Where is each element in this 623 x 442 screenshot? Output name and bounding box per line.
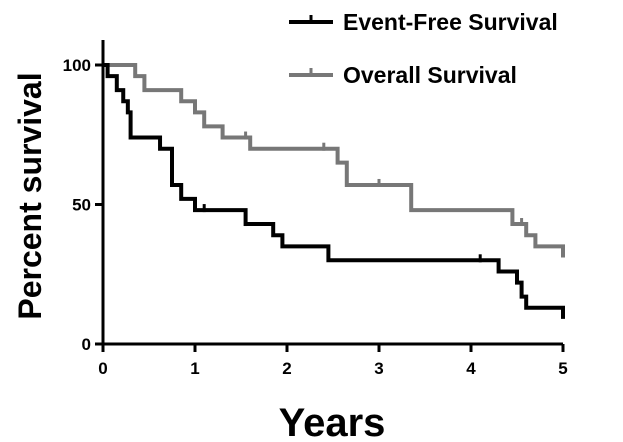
y-tick-label: 50 (72, 196, 91, 215)
x-axis-title: Years (279, 401, 386, 442)
y-ticks: 0 50 100 (63, 56, 103, 354)
y-tick-label: 100 (63, 56, 91, 75)
curves-layer (103, 63, 565, 319)
legend-label: Overall Survival (343, 62, 517, 88)
x-tick-label: 2 (282, 359, 291, 378)
x-tick-label: 5 (558, 359, 567, 378)
x-ticks: 0 1 2 3 4 5 (98, 344, 568, 378)
series-line-event-free-survival (103, 63, 565, 319)
series-line-overall-survival (103, 63, 565, 258)
x-tick-label: 0 (98, 359, 107, 378)
x-tick-label: 3 (374, 359, 383, 378)
y-tick-label: 0 (82, 335, 91, 354)
x-tick-label: 1 (190, 359, 199, 378)
legend-label: Event-Free Survival (343, 9, 558, 35)
legend: Event-Free Survival Overall Survival (289, 9, 558, 88)
axes-layer (101, 40, 563, 346)
y-axis-title: Percent survival (12, 72, 48, 319)
x-tick-label: 4 (466, 359, 476, 378)
